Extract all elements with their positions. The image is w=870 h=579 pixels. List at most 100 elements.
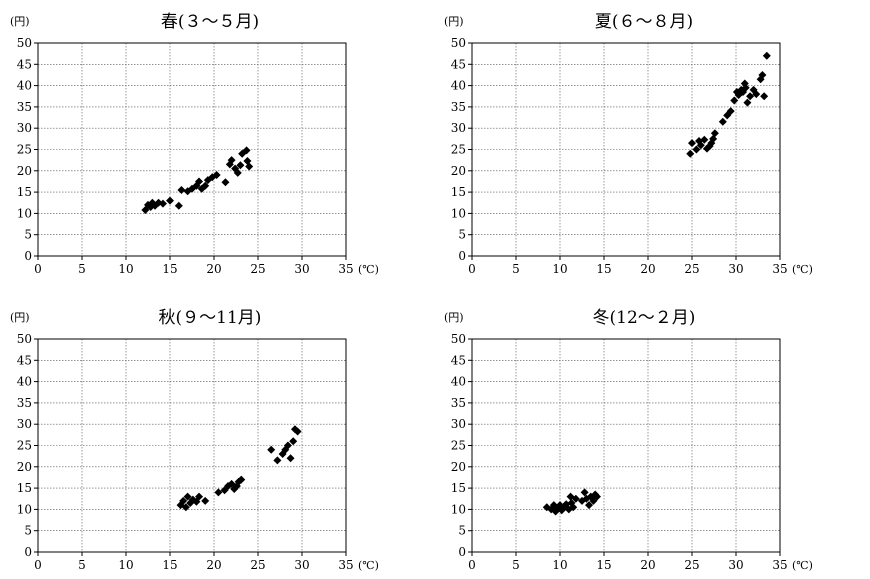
x-axis-label: (℃) — [792, 559, 813, 572]
y-axis-label: (円) — [444, 311, 464, 324]
x-tick-label: 20 — [640, 558, 655, 572]
y-tick-label: 20 — [17, 164, 32, 178]
y-tick-label: 40 — [17, 79, 32, 93]
y-tick-label: 0 — [24, 249, 32, 263]
data-point — [293, 427, 302, 436]
x-tick-label: 15 — [162, 558, 177, 572]
x-tick-label: 35 — [772, 558, 787, 572]
y-axis-label: (円) — [10, 15, 30, 28]
data-point — [166, 196, 174, 205]
data-point — [710, 129, 719, 138]
y-tick-label: 30 — [17, 417, 32, 431]
x-axis-label: (℃) — [358, 263, 379, 276]
data-point — [286, 454, 295, 463]
y-axis-label: (円) — [444, 15, 464, 28]
chart-panel-2: 夏(６～８月) (円) 0 5 10 15 20 25 30 35 40 45 50 0 5 10 15 20 25… — [444, 12, 813, 276]
y-tick-label: 40 — [17, 375, 32, 389]
y-tick-label: 45 — [17, 353, 32, 367]
y-tick-label: 20 — [17, 460, 32, 474]
data-point — [746, 92, 755, 101]
y-tick-label: 30 — [451, 417, 466, 431]
data-point — [730, 96, 739, 105]
data-point — [585, 501, 594, 510]
y-tick-label: 45 — [451, 57, 466, 71]
x-tick-label: 35 — [338, 558, 353, 572]
x-tick-label: 20 — [640, 262, 655, 276]
x-tick-label: 0 — [34, 262, 42, 276]
y-tick-label: 45 — [17, 57, 32, 71]
data-point — [245, 162, 254, 171]
y-tick-label: 10 — [17, 206, 32, 220]
x-tick-label: 5 — [512, 262, 520, 276]
x-tick-label: 15 — [596, 262, 611, 276]
data-point — [237, 475, 246, 484]
x-tick-label: 15 — [596, 558, 611, 572]
y-tick-label: 35 — [17, 100, 32, 114]
x-tick-label: 30 — [294, 558, 309, 572]
y-tick-label: 10 — [17, 502, 32, 516]
y-tick-label: 10 — [451, 206, 466, 220]
y-tick-label: 25 — [451, 439, 466, 453]
data-point — [752, 90, 761, 99]
data-point — [592, 492, 601, 501]
data-point — [283, 441, 292, 450]
y-tick-label: 40 — [451, 79, 466, 93]
y-tick-label: 0 — [24, 545, 32, 559]
data-point — [760, 92, 769, 101]
x-tick-label: 5 — [512, 558, 520, 572]
data-point — [233, 168, 242, 177]
x-tick-label: 20 — [206, 558, 221, 572]
x-tick-label: 35 — [772, 262, 787, 276]
x-tick-label: 30 — [728, 262, 743, 276]
y-tick-label: 15 — [451, 185, 466, 199]
y-tick-label: 0 — [458, 249, 466, 263]
y-axis-label: (円) — [10, 311, 30, 324]
y-tick-label: 15 — [451, 481, 466, 495]
y-tick-label: 45 — [451, 353, 466, 367]
x-tick-label: 10 — [118, 262, 133, 276]
data-point — [181, 503, 190, 512]
y-tick-label: 30 — [451, 121, 466, 135]
chart-title: 春(３～５月) — [161, 12, 259, 32]
y-tick-label: 10 — [451, 502, 466, 516]
x-tick-label: 10 — [118, 558, 133, 572]
data-point — [571, 494, 580, 503]
y-tick-label: 25 — [17, 143, 32, 157]
x-tick-label: 35 — [338, 262, 353, 276]
y-tick-label: 25 — [17, 439, 32, 453]
data-point — [700, 135, 709, 144]
data-point — [741, 83, 750, 92]
x-tick-label: 25 — [250, 262, 265, 276]
chart-title: 夏(６～８月) — [595, 12, 693, 32]
chart-title: 冬(12～２月) — [593, 308, 696, 328]
data-point — [158, 199, 167, 208]
x-tick-label: 5 — [78, 558, 86, 572]
y-tick-label: 0 — [458, 545, 466, 559]
data-point — [688, 139, 696, 148]
x-axis-label: (℃) — [792, 263, 813, 276]
y-tick-label: 15 — [17, 481, 32, 495]
y-tick-label: 20 — [451, 460, 466, 474]
data-point — [726, 107, 735, 116]
data-point — [183, 492, 192, 501]
chart-panel-3: 秋(９～11月) (円) 0 5 10 15 20 25 30 35 40 45 50 0 5 10 15 20 2… — [10, 308, 379, 572]
data-point — [195, 492, 204, 501]
data-point — [692, 145, 701, 154]
data-point — [289, 437, 298, 446]
data-point — [242, 146, 251, 155]
y-tick-label: 15 — [17, 185, 32, 199]
y-tick-label: 50 — [451, 332, 466, 346]
x-tick-label: 25 — [684, 262, 699, 276]
y-tick-label: 50 — [17, 332, 32, 346]
data-point — [177, 185, 186, 194]
y-tick-label: 5 — [458, 228, 466, 242]
x-tick-label: 20 — [206, 262, 221, 276]
chart-panel-1: 春(３～５月) (円) 0 5 10 15 20 25 30 35 40 45 50 0 5 10 15 20 25… — [10, 12, 379, 276]
data-point — [212, 171, 221, 180]
y-tick-label: 35 — [17, 396, 32, 410]
y-tick-label: 30 — [17, 121, 32, 135]
data-point — [743, 98, 752, 107]
data-point — [762, 51, 771, 60]
x-tick-label: 30 — [728, 558, 743, 572]
